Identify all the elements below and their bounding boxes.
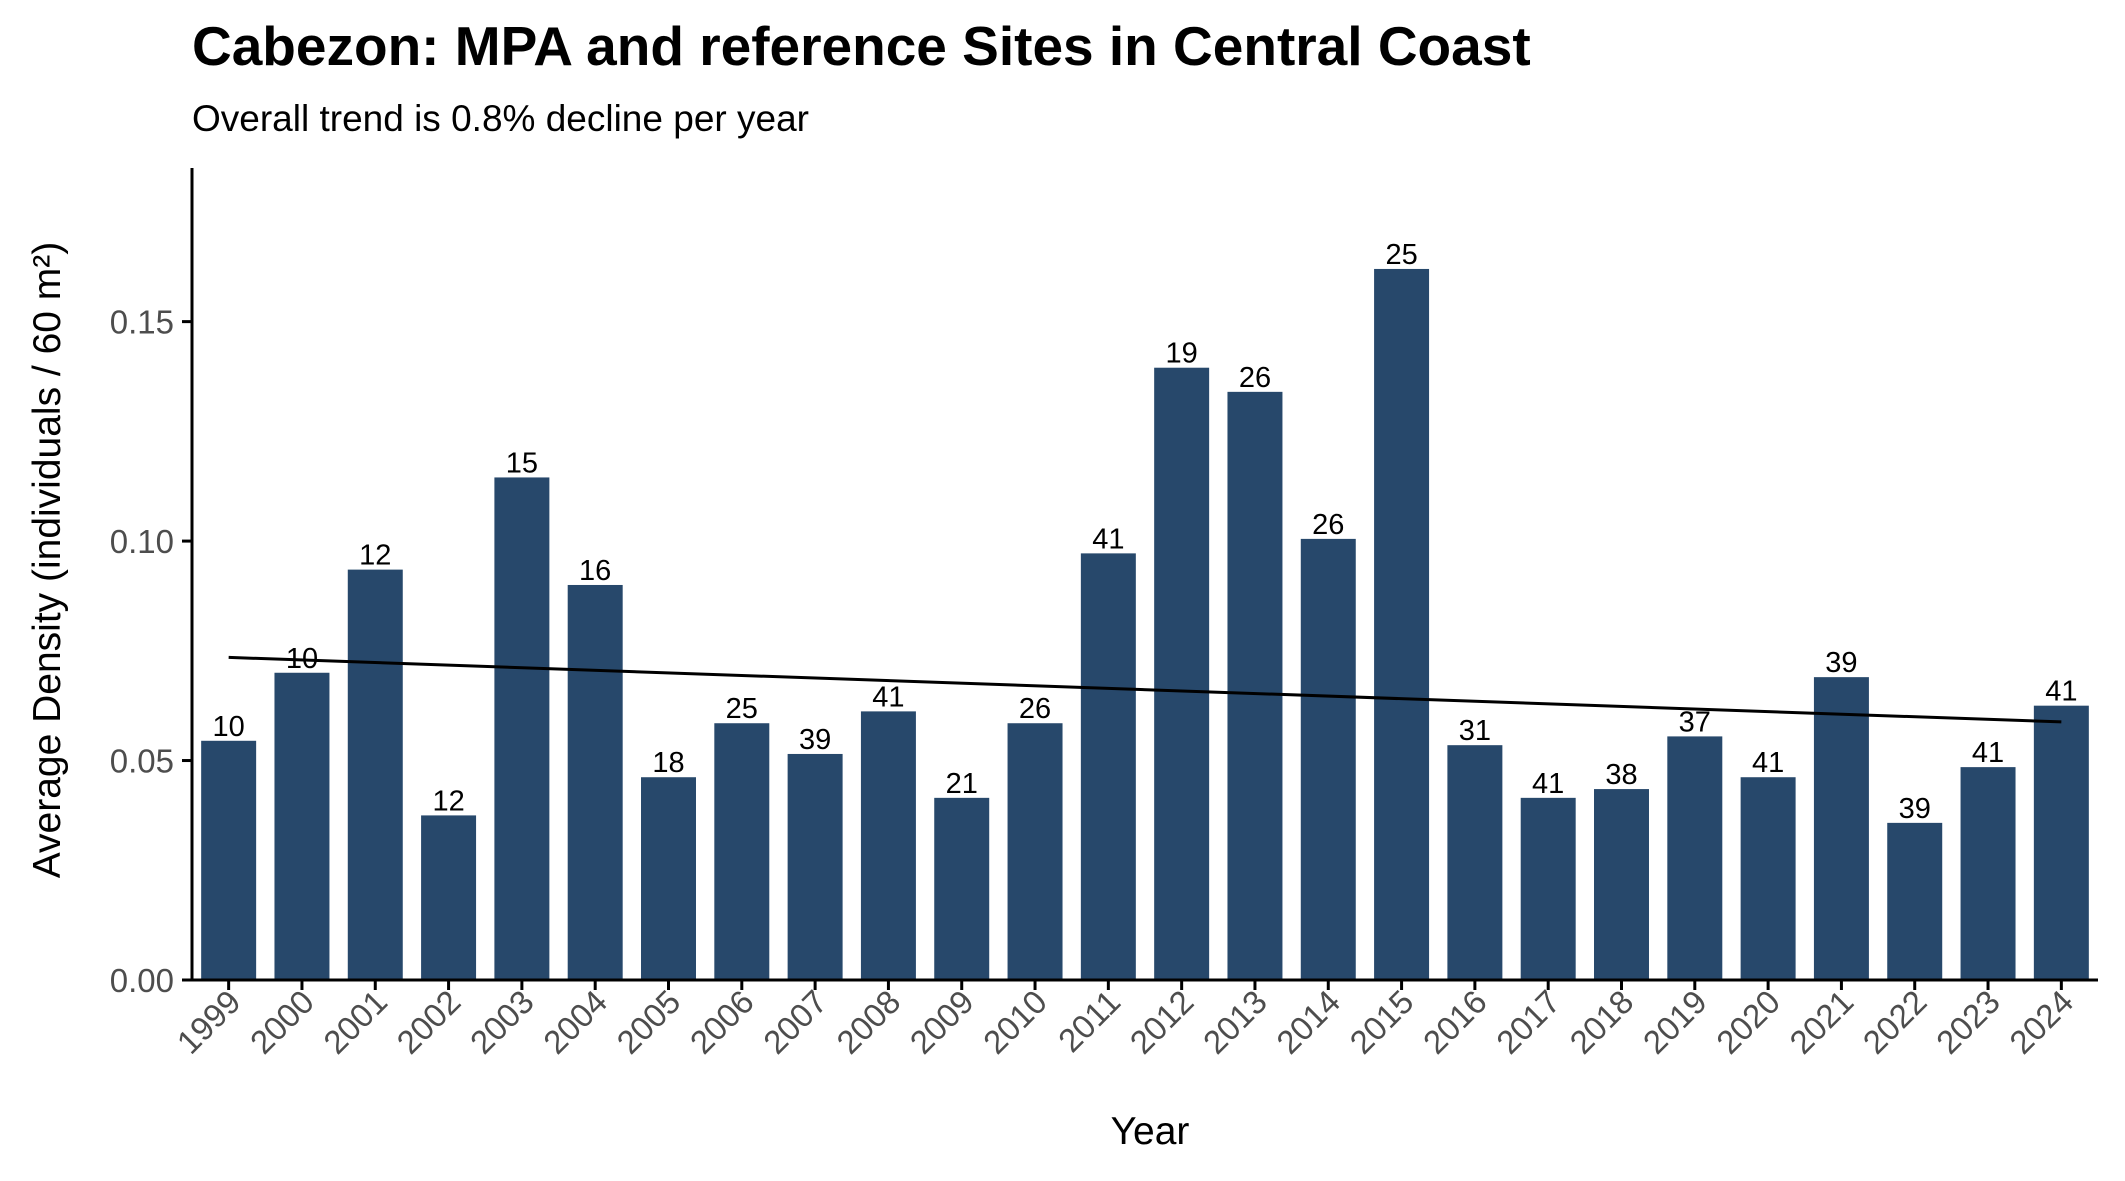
bar-2005 <box>641 777 696 980</box>
bar-label-2012: 19 <box>1166 338 1198 370</box>
bar-label-2015: 25 <box>1385 239 1417 271</box>
x-tick-label-2009: 2009 <box>903 983 981 1061</box>
bar-2018 <box>1594 789 1649 980</box>
bar-2014 <box>1300 538 1356 980</box>
bar-2011 <box>1080 553 1136 980</box>
bar-label-2021: 39 <box>1825 647 1857 679</box>
bar-label-2010: 26 <box>1019 693 1051 725</box>
bar-label-2008: 41 <box>872 681 904 713</box>
x-tick-label-2003: 2003 <box>463 983 541 1061</box>
x-tick-label-2019: 2019 <box>1636 983 1714 1061</box>
x-tick-label-2013: 2013 <box>1196 983 1274 1061</box>
bar-2017 <box>1520 797 1576 980</box>
x-axis-label: Year <box>1111 1110 1190 1153</box>
bar-label-2014: 26 <box>1312 509 1344 541</box>
bar-2000 <box>274 672 330 980</box>
bar-2012 <box>1154 367 1210 980</box>
bar-label-2022: 39 <box>1899 793 1931 825</box>
bar-label-1999: 10 <box>213 711 245 743</box>
x-tick-label-1999: 1999 <box>170 983 248 1061</box>
x-tick-label-2021: 2021 <box>1782 983 1860 1061</box>
bar-2022 <box>1887 822 1943 980</box>
bar-2008 <box>860 711 916 980</box>
bar-2015 <box>1374 268 1430 980</box>
x-tick-label-2016: 2016 <box>1416 983 1494 1061</box>
x-tick-label-2023: 2023 <box>1929 983 2007 1061</box>
x-tick-label-2002: 2002 <box>389 983 467 1061</box>
bar-label-2009: 21 <box>946 768 978 800</box>
y-tick-label-0.10: 0.10 <box>110 523 174 560</box>
x-tick-label-2000: 2000 <box>243 983 321 1061</box>
x-tick-label-2014: 2014 <box>1269 983 1347 1061</box>
bar-label-2019: 37 <box>1679 706 1711 738</box>
x-tick-label-2022: 2022 <box>1856 983 1934 1061</box>
bar-label-2011: 41 <box>1092 523 1124 555</box>
bar-2002 <box>421 815 477 980</box>
y-tick-label-0.00: 0.00 <box>110 962 174 999</box>
y-axis-label: Average Density (individuals / 60 m²) <box>26 242 69 879</box>
x-tick-label-2005: 2005 <box>609 983 687 1061</box>
bar-2016 <box>1447 745 1503 980</box>
bar-2021 <box>1813 677 1869 980</box>
x-tick-label-2018: 2018 <box>1562 983 1640 1061</box>
bar-1999 <box>201 740 257 980</box>
bar-2020 <box>1740 777 1796 980</box>
bar-label-2001: 12 <box>359 540 391 572</box>
bar-label-2005: 18 <box>652 747 684 779</box>
bar-2013 <box>1227 391 1283 981</box>
bar-label-2003: 15 <box>506 447 538 479</box>
bar-label-2023: 41 <box>1972 737 2004 769</box>
x-tick-label-2006: 2006 <box>683 983 761 1061</box>
x-tick-label-2007: 2007 <box>756 983 834 1061</box>
x-tick-label-2010: 2010 <box>976 983 1054 1061</box>
bar-label-2006: 25 <box>726 693 758 725</box>
x-tick-label-2011: 2011 <box>1051 983 1127 1059</box>
y-tick-label-0.15: 0.15 <box>110 304 174 341</box>
bar-2007 <box>787 753 843 980</box>
x-tick-label-2004: 2004 <box>536 983 614 1061</box>
trend-layer <box>228 655 2062 724</box>
x-tick-label-2015: 2015 <box>1342 983 1420 1061</box>
bar-label-2013: 26 <box>1239 362 1271 394</box>
x-tick-label-2001: 2001 <box>316 983 394 1061</box>
bar-2019 <box>1667 736 1723 980</box>
x-tick-label-2008: 2008 <box>829 983 907 1061</box>
chart-title: Cabezon: MPA and reference Sites in Cent… <box>192 15 1531 77</box>
bar-2023 <box>1960 767 2016 980</box>
bar-2006 <box>714 723 770 980</box>
bar-label-2020: 41 <box>1752 747 1784 779</box>
chart-subtitle: Overall trend is 0.8% decline per year <box>192 98 809 139</box>
x-tick-label-2017: 2017 <box>1489 983 1567 1061</box>
bar-2024 <box>2033 705 2089 980</box>
trend-line <box>228 655 2062 724</box>
bar-label-2024: 41 <box>2045 676 2077 708</box>
bar-label-2007: 39 <box>799 724 831 756</box>
bar-label-2016: 31 <box>1459 715 1491 747</box>
bar-label-2004: 16 <box>579 555 611 587</box>
bar-2009 <box>934 797 990 980</box>
bar-2004 <box>567 584 623 980</box>
bars-layer <box>201 268 2089 981</box>
bar-2010 <box>1007 723 1063 980</box>
bar-label-2018: 38 <box>1605 759 1637 791</box>
y-tick-label-0.05: 0.05 <box>110 743 174 780</box>
bar-2003 <box>494 477 550 980</box>
x-tick-label-2024: 2024 <box>2002 983 2080 1061</box>
x-tick-label-2020: 2020 <box>1709 983 1787 1061</box>
x-tick-label-2012: 2012 <box>1123 983 1201 1061</box>
bar-label-2017: 41 <box>1532 768 1564 800</box>
bar-2001 <box>347 569 403 980</box>
bar-label-2002: 12 <box>432 785 464 817</box>
